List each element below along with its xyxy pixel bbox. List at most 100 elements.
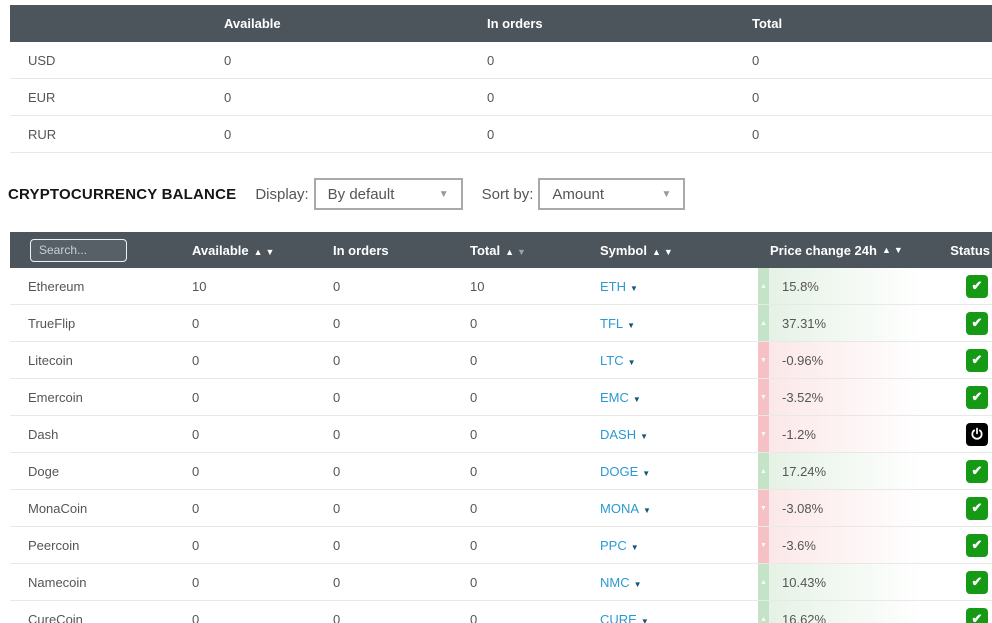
fiat-in-orders: 0: [487, 52, 495, 68]
trend-strip: ▼: [758, 527, 769, 563]
trend-down-icon: ▼: [760, 504, 767, 512]
trend-strip: ▲: [758, 453, 769, 489]
sort-desc-icon[interactable]: ▼: [265, 246, 275, 257]
coin-available: 0: [192, 537, 200, 553]
coin-name: MonaCoin: [28, 500, 88, 516]
price-change-cell: ▲ 17.24%: [758, 453, 940, 489]
status-enabled-icon[interactable]: ✔: [966, 533, 988, 557]
fiat-table-body: USD 0 0 0 EUR 0 0 0 RUR 0 0 0: [10, 42, 992, 153]
crypto-table-header: Available▲▼ In orders Total▲▼ Symbol▲▼ P…: [10, 232, 992, 268]
chevron-down-icon[interactable]: ▼: [627, 357, 636, 367]
coin-symbol-cell: ETH ▼: [600, 279, 758, 294]
coin-name: Emercoin: [28, 389, 83, 405]
trend-down-icon: ▼: [760, 393, 767, 401]
fiat-total: 0: [752, 89, 760, 105]
sort-desc-icon[interactable]: ▼: [893, 245, 903, 255]
coin-name: Ethereum: [28, 278, 85, 294]
status-cell: ✔: [940, 564, 992, 600]
fiat-currency: RUR: [28, 126, 57, 142]
coin-symbol-cell: EMC ▼: [600, 390, 758, 405]
coin-total: 0: [470, 500, 478, 516]
coin-in-orders: 0: [333, 315, 341, 331]
coin-total: 0: [470, 537, 478, 553]
symbol-link[interactable]: EMC: [600, 389, 629, 405]
sort-desc-icon[interactable]: ▼: [517, 246, 526, 257]
fiat-currency: EUR: [28, 89, 56, 105]
status-enabled-icon[interactable]: ✔: [966, 459, 988, 483]
coin-symbol-cell: TFL ▼: [600, 316, 758, 331]
header-available[interactable]: Available ▲ ▼: [192, 243, 333, 258]
crypto-balance-controls: CRYPTOCURRENCY BALANCE Display: By defau…: [8, 178, 992, 210]
sort-desc-icon[interactable]: ▼: [663, 246, 673, 257]
symbol-link[interactable]: CURE: [600, 611, 637, 623]
fiat-row: RUR 0 0 0: [10, 116, 992, 153]
fiat-row: EUR 0 0 0: [10, 79, 992, 116]
status-disabled-icon[interactable]: [966, 422, 988, 446]
chevron-down-icon[interactable]: ▼: [640, 616, 649, 623]
status-cell: ✔: [940, 268, 992, 304]
chevron-down-icon: ▼: [661, 188, 672, 200]
header-symbol-label: Symbol: [600, 242, 647, 258]
chevron-down-icon[interactable]: ▼: [627, 320, 636, 330]
search-input[interactable]: [30, 238, 127, 262]
trend-up-icon: ▲: [760, 282, 767, 290]
status-enabled-icon[interactable]: ✔: [966, 385, 988, 409]
fiat-total: 0: [752, 126, 760, 142]
coin-symbol-cell: CURE ▼: [600, 612, 758, 623]
table-row: TrueFlip 0 0 0 TFL ▼ ▲ 37.31% ✔: [10, 305, 992, 342]
sort-by-label: Sort by:: [481, 185, 534, 203]
status-cell: ✔: [940, 379, 992, 415]
display-select[interactable]: By default ▼: [313, 178, 463, 210]
trend-strip: ▼: [758, 342, 769, 378]
symbol-link[interactable]: PPC: [600, 537, 627, 553]
header-in-orders: In orders: [333, 243, 470, 258]
symbol-link[interactable]: DASH: [600, 426, 637, 442]
sort-by-select-value: Amount: [552, 185, 605, 203]
price-change-value: 16.62%: [782, 611, 827, 623]
chevron-down-icon[interactable]: ▼: [630, 542, 639, 552]
symbol-link[interactable]: TFL: [600, 315, 624, 331]
status-enabled-icon[interactable]: ✔: [966, 311, 988, 335]
sort-asc-icon[interactable]: ▲: [651, 246, 661, 257]
fiat-header-in-orders: In orders: [487, 16, 543, 31]
chevron-down-icon[interactable]: ▼: [642, 468, 651, 478]
fiat-available: 0: [224, 89, 232, 105]
header-total[interactable]: Total ▲ ▼: [470, 243, 600, 258]
fiat-table-header: Available In orders Total: [10, 5, 992, 42]
chevron-down-icon[interactable]: ▼: [643, 505, 651, 515]
chevron-down-icon[interactable]: ▼: [633, 579, 642, 589]
symbol-link[interactable]: LTC: [600, 352, 624, 368]
chevron-down-icon[interactable]: ▼: [632, 394, 641, 404]
status-enabled-icon[interactable]: ✔: [966, 570, 988, 594]
status-enabled-icon[interactable]: ✔: [966, 348, 988, 372]
chevron-down-icon[interactable]: ▼: [630, 283, 638, 293]
symbol-link[interactable]: ETH: [600, 278, 626, 294]
trend-strip: ▲: [758, 268, 769, 304]
status-enabled-icon[interactable]: ✔: [966, 607, 988, 623]
status-enabled-icon[interactable]: ✔: [966, 274, 988, 298]
price-change-value: -3.52%: [782, 389, 824, 405]
status-enabled-icon[interactable]: ✔: [966, 496, 988, 520]
crypto-balance-table: Available▲▼ In orders Total▲▼ Symbol▲▼ P…: [10, 232, 992, 623]
coin-name: TrueFlip: [28, 315, 76, 331]
sort-by-select[interactable]: Amount ▼: [538, 178, 686, 210]
sort-asc-icon[interactable]: ▲: [253, 246, 263, 257]
sort-asc-icon[interactable]: ▲: [881, 245, 891, 255]
coin-available: 0: [192, 500, 200, 516]
search-cell: [10, 238, 192, 262]
symbol-link[interactable]: MONA: [600, 500, 639, 516]
price-change-value: 10.43%: [782, 574, 827, 590]
symbol-link[interactable]: NMC: [600, 574, 630, 590]
price-change-cell: ▲ 37.31%: [758, 305, 940, 341]
header-symbol[interactable]: Symbol ▲ ▼: [600, 243, 758, 258]
sort-asc-icon[interactable]: ▲: [505, 246, 515, 257]
table-row: Ethereum 10 0 10 ETH ▼ ▲ 15.8% ✔: [10, 268, 992, 305]
symbol-link[interactable]: DOGE: [600, 463, 639, 479]
chevron-down-icon[interactable]: ▼: [640, 431, 649, 441]
coin-available: 0: [192, 611, 200, 623]
coin-total: 0: [470, 463, 478, 479]
header-price-change[interactable]: Price change 24h ▲ ▼: [758, 232, 940, 268]
fiat-total: 0: [752, 52, 760, 68]
trend-up-icon: ▲: [760, 578, 767, 586]
